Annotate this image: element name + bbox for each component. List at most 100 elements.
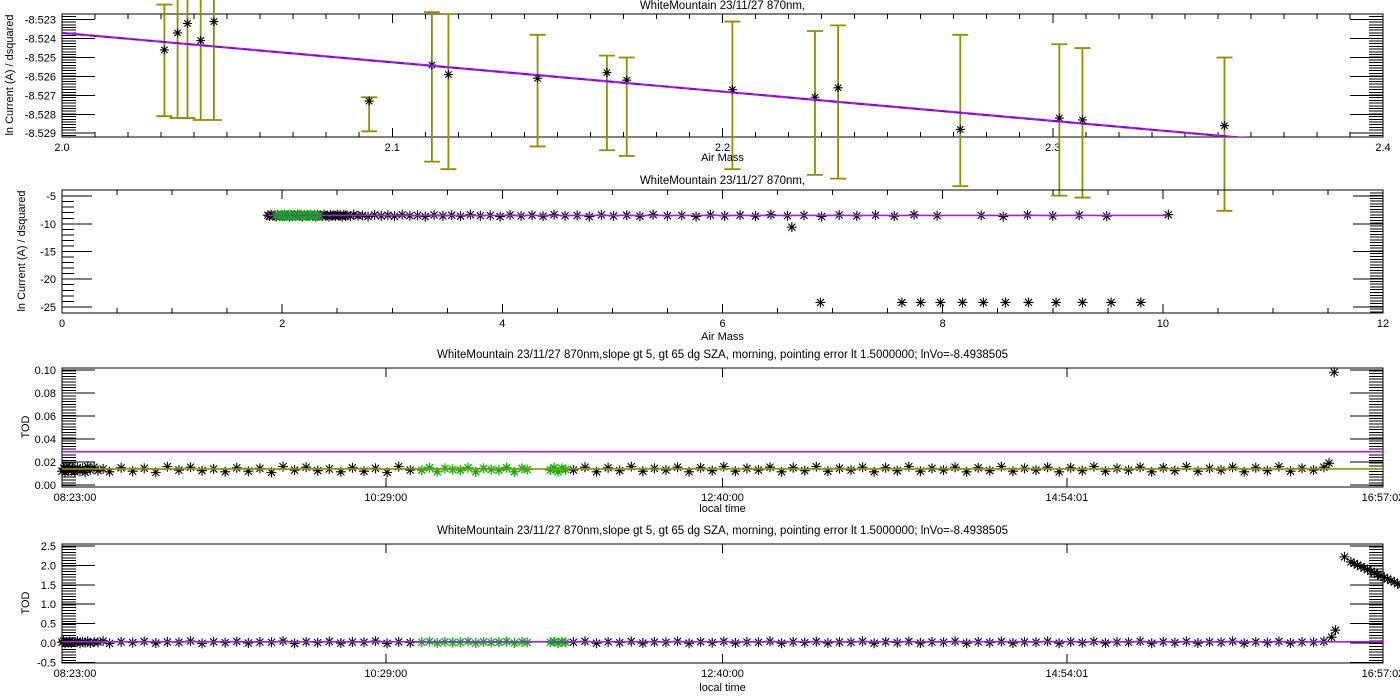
tick-label: 1.0	[41, 599, 56, 611]
tick-label: -25	[40, 302, 56, 314]
tick-label: -15	[40, 247, 56, 259]
tick-label: 0.00	[35, 480, 56, 492]
data-point-marker	[61, 461, 72, 472]
data-point-marker	[591, 466, 602, 477]
data-point-marker	[1372, 569, 1383, 580]
data-point-marker	[72, 462, 83, 473]
tick-label: -20	[40, 274, 56, 286]
data-point-marker	[1158, 462, 1169, 473]
data-point-marker	[695, 462, 706, 473]
data-point-marker	[278, 461, 289, 472]
plot4-yaxis-label: TOD	[20, 591, 32, 615]
data-point-marker	[335, 638, 346, 649]
langley-fit-plot: 2.0 2.1 2.2 2.3 2.4 -8.523 -8.524 -8.525 -8.526 -…	[25, 0, 1391, 212]
data-point-marker	[846, 465, 857, 476]
data-point-marker	[289, 638, 300, 649]
data-point-marker	[74, 638, 85, 649]
data-point-marker	[1146, 638, 1157, 649]
data-point-marker	[60, 467, 71, 478]
data-point-marker	[405, 465, 416, 476]
plot2-xaxis-label: Air Mass	[701, 331, 744, 343]
data-point-marker	[1362, 564, 1373, 575]
data-point-marker	[553, 638, 564, 649]
data-point-marker	[509, 466, 520, 477]
data-point-marker	[626, 461, 637, 472]
data-point-marker	[903, 461, 914, 472]
data-point-marker	[973, 462, 984, 473]
plot4-xaxis-label: local time	[699, 682, 746, 694]
data-point-marker	[1123, 465, 1134, 476]
langley-all-airmass-plot-axes	[61, 189, 1384, 314]
plot3-title: WhiteMountain 23/11/27 870nm,slope gt 5,…	[436, 349, 1008, 361]
tick-label: 10:29:00	[364, 668, 407, 680]
data-point-marker	[1379, 572, 1390, 583]
data-point-marker	[1318, 462, 1329, 473]
data-point-marker	[1250, 462, 1261, 473]
data-point-marker	[816, 211, 827, 222]
data-point-marker	[1219, 121, 1229, 131]
data-point-marker	[833, 83, 843, 93]
data-point-marker	[1135, 297, 1146, 308]
data-point-marker	[80, 467, 91, 478]
data-point-marker	[393, 461, 404, 472]
data-point-marker	[707, 465, 718, 476]
tick-label: 0.06	[35, 411, 56, 423]
data-point-marker	[614, 465, 625, 476]
data-point-marker	[89, 462, 100, 473]
plot3-xaxis-label: local time	[699, 503, 746, 515]
data-point-marker	[364, 96, 374, 106]
data-point-marker	[718, 461, 729, 472]
data-point-marker	[1077, 297, 1088, 308]
data-point-marker	[470, 638, 481, 649]
data-point-marker	[57, 466, 67, 477]
tick-label: 12:40:00	[701, 492, 744, 504]
tick-label: 0.02	[35, 457, 56, 469]
data-point-marker	[1146, 466, 1157, 477]
tick-label: 2.0	[54, 142, 69, 154]
tod-coarse-plot-points-end-chain	[1345, 556, 1400, 590]
data-point-marker	[1273, 461, 1284, 472]
tod-coarse-plot-points-end-rise	[1326, 551, 1350, 643]
data-point-marker	[185, 462, 196, 473]
tick-label: 0.10	[35, 365, 56, 377]
plot2-yaxis-label: ln Current (A) / dsquared	[16, 190, 28, 312]
tick-label: 12	[1377, 318, 1389, 330]
data-point-marker	[1227, 462, 1238, 473]
data-point-marker	[776, 466, 787, 477]
tick-label: 08:23:00	[54, 492, 97, 504]
data-point-marker	[1385, 575, 1396, 586]
plot3-yaxis-label: TOD	[20, 415, 32, 439]
data-point-marker	[1329, 367, 1340, 378]
data-point-marker	[1023, 297, 1034, 308]
langley-fit-plot-fit-line-dashed	[62, 32, 1243, 137]
data-point-marker	[1163, 209, 1174, 220]
tick-label: -8.524	[25, 34, 56, 46]
tick-label: 2.2	[715, 142, 730, 154]
tick-label: 2.0	[41, 560, 56, 572]
data-point-marker	[416, 465, 427, 476]
data-point-marker	[432, 466, 443, 477]
data-point-marker	[420, 211, 431, 222]
data-point-marker	[1192, 638, 1203, 649]
data-point-marker	[1330, 625, 1341, 636]
data-point-marker	[568, 465, 579, 476]
data-point-marker	[998, 211, 1009, 222]
data-point-marker	[1042, 462, 1053, 473]
data-point-marker	[637, 466, 648, 477]
data-point-marker	[150, 467, 161, 478]
tick-label: -8.529	[25, 128, 56, 140]
tod-fine-plot-tick-labels: 08:23:00 10:29:00 12:40:00 14:54:01 16:57:02…	[35, 365, 1400, 504]
data-point-marker	[533, 73, 543, 83]
tick-label: -8.523	[25, 15, 56, 27]
plot1-yaxis-label: ln Current (A) / dsquared	[4, 14, 16, 136]
data-point-marker	[1007, 466, 1018, 477]
data-point-marker	[788, 462, 799, 473]
data-point-marker	[495, 211, 506, 222]
data-point-marker	[432, 638, 443, 649]
data-point-marker	[776, 638, 787, 649]
langley-all-airmass-plot-points-low-row	[815, 297, 1146, 308]
data-point-marker	[1077, 465, 1088, 476]
data-point-marker	[915, 466, 926, 477]
